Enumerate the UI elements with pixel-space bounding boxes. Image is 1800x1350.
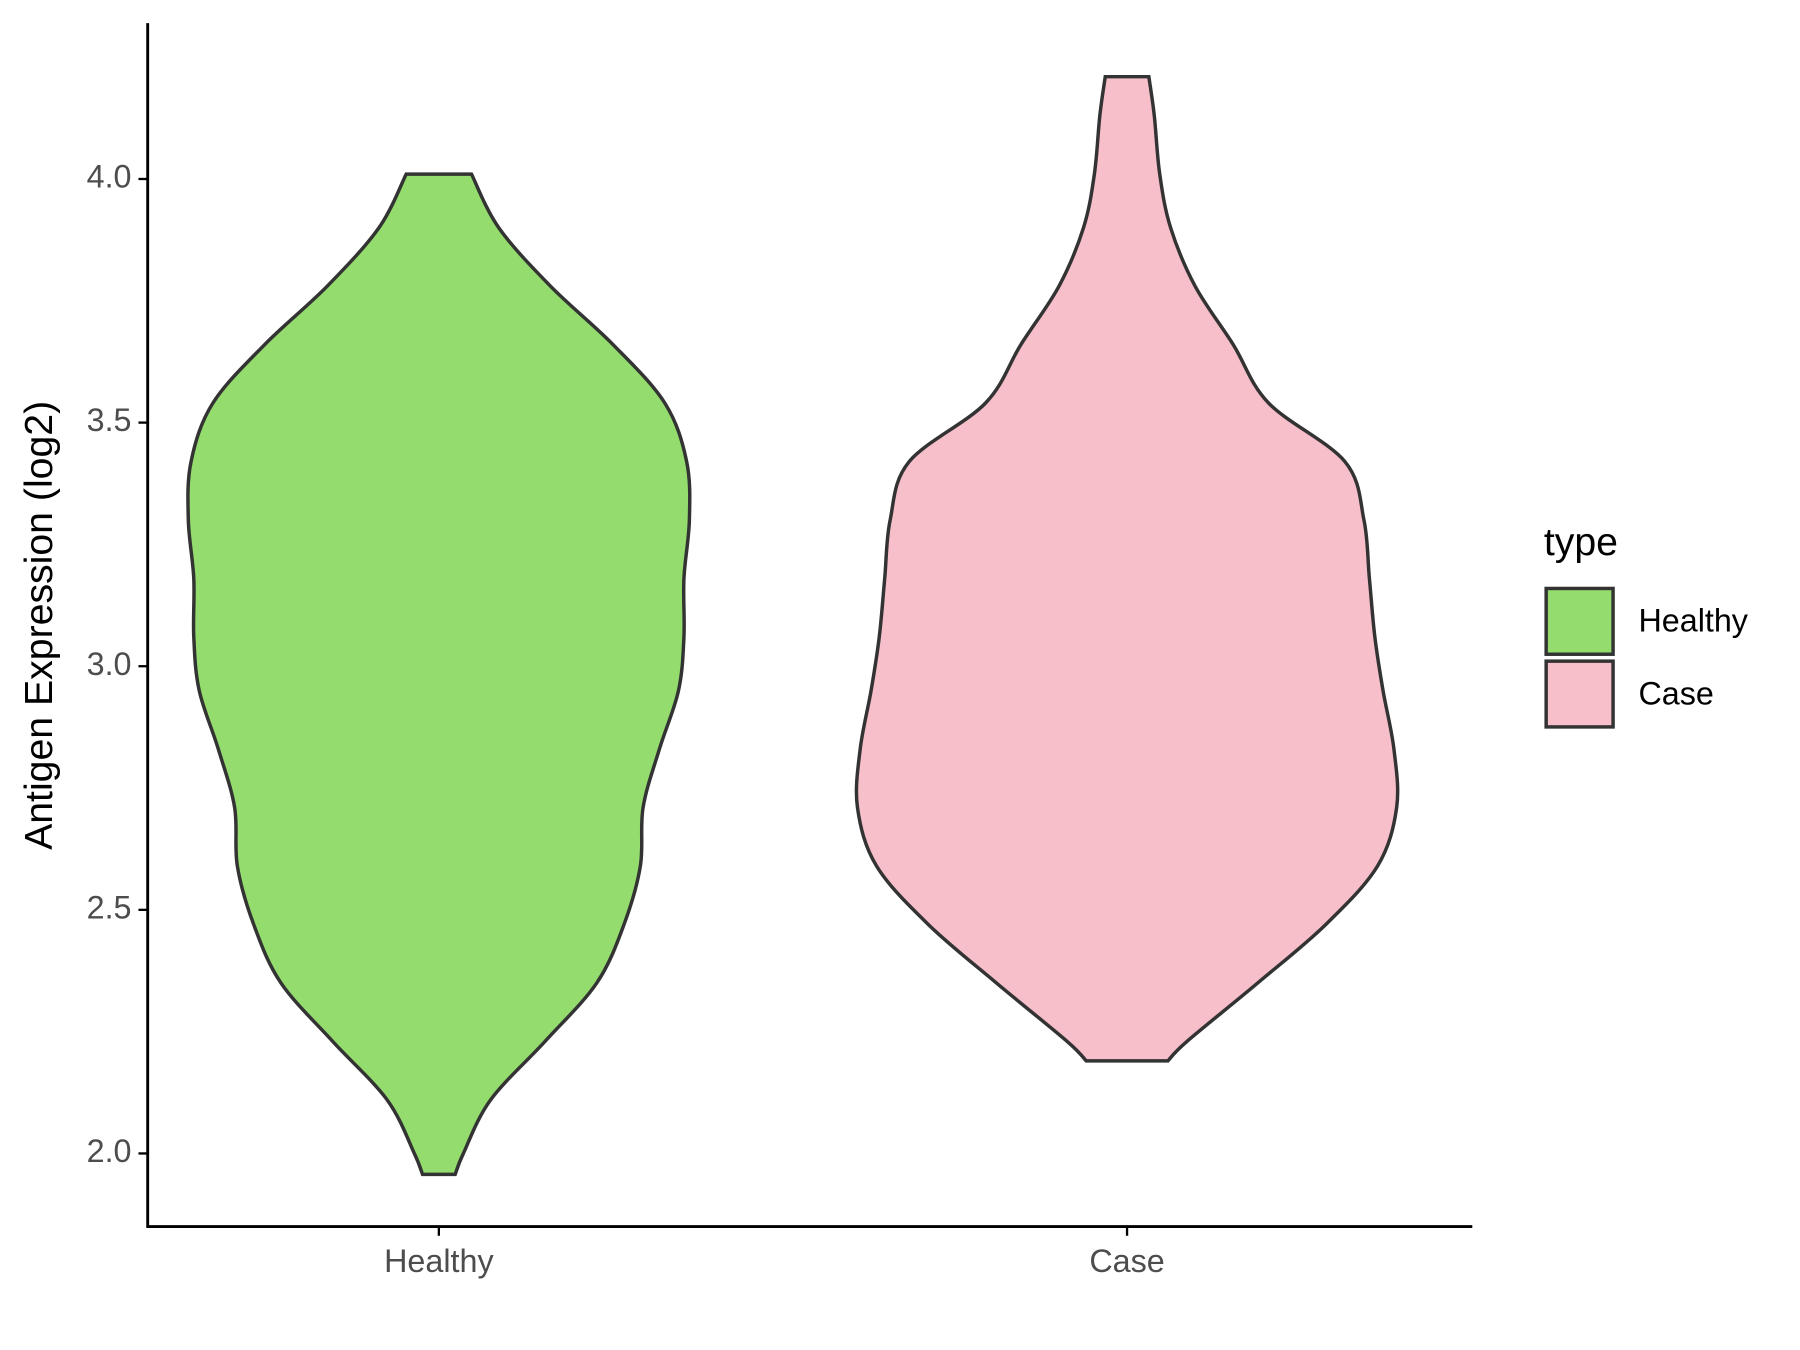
y-tick-label: 3.5 <box>87 402 132 438</box>
legend-key <box>1544 586 1615 656</box>
y-tick-label: 3.0 <box>87 646 132 682</box>
x-tick-label: Case <box>1089 1243 1164 1279</box>
y-tick-label: 4.0 <box>87 159 132 195</box>
legend-title: type <box>1544 520 1618 564</box>
y-tick-label: 2.0 <box>87 1133 132 1169</box>
violin <box>186 172 692 1177</box>
x-tick-label: Healthy <box>384 1243 494 1279</box>
legend-key <box>1544 659 1615 729</box>
y-tick-label: 2.5 <box>87 889 132 925</box>
legend-label: Healthy <box>1638 603 1748 639</box>
y-axis-title: Antigen Expression (log2) <box>17 401 61 850</box>
legend-label: Case <box>1638 675 1713 711</box>
violin <box>854 74 1400 1063</box>
